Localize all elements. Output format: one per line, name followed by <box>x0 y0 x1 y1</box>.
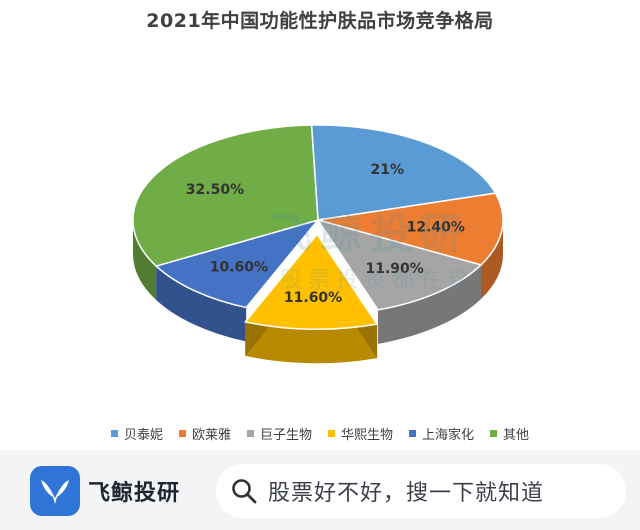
legend-swatch <box>110 430 118 437</box>
slice-label-3: 11.60% <box>284 290 342 306</box>
brand-logo[interactable]: 飞鲸投研 <box>30 466 180 516</box>
legend-swatch <box>490 430 498 437</box>
legend-label: 华熙生物 <box>341 428 394 443</box>
pie-side-4 <box>156 266 247 342</box>
pie-tops <box>132 124 504 331</box>
slice-label-0: 21% <box>371 162 405 178</box>
legend-label: 其他 <box>503 428 530 443</box>
legend-label: 上海家化 <box>422 428 475 443</box>
pie-slice-巨子生物 <box>316 218 483 311</box>
whale-tail-icon <box>30 466 80 516</box>
legend-item-3: 华熙生物 <box>328 424 393 443</box>
legend-item-1: 欧莱雅 <box>178 424 231 443</box>
chart-title: 2021年中国功能性护肤品市场竞争格局 <box>146 10 494 32</box>
pie-side-5 <box>133 220 157 301</box>
pie-slice-欧莱雅 <box>317 192 504 266</box>
legend-swatch <box>178 430 186 437</box>
pie-side-3 <box>245 321 378 364</box>
legend-item-2: 巨子生物 <box>246 424 312 443</box>
pie-slice-上海家化 <box>154 218 321 309</box>
legend-swatch <box>246 430 254 437</box>
legend-item-5: 其他 <box>490 424 529 443</box>
pie-side-1 <box>480 220 503 299</box>
legend-label: 欧莱雅 <box>191 428 231 443</box>
chart-legend: 贝泰妮 欧莱雅 巨子生物 华熙生物 上海家化 其他 <box>0 424 640 443</box>
slice-label-4: 10.60% <box>210 260 268 276</box>
slice-label-5: 32.50% <box>186 182 244 198</box>
legend-swatch <box>409 430 417 437</box>
pie-chart: 21% 12.40% 11.90% 11.60% 10.60% 32.50% <box>132 124 504 364</box>
search-bar[interactable]: 股票好不好，搜一下就知道 <box>216 464 626 518</box>
legend-label: 贝泰妮 <box>123 428 163 443</box>
legend-item-4: 上海家化 <box>409 424 474 443</box>
footer-banner: 飞鲸投研 股票好不好，搜一下就知道 <box>0 450 640 530</box>
pie-slice-贝泰妮 <box>310 124 497 221</box>
slice-label-1: 12.40% <box>407 219 465 235</box>
search-placeholder: 股票好不好，搜一下就知道 <box>268 481 545 506</box>
search-icon <box>232 479 257 504</box>
slice-label-2: 11.90% <box>365 261 423 277</box>
pie-labels: 21% 12.40% 11.90% 11.60% 10.60% 32.50% <box>186 162 465 306</box>
legend-label: 巨子生物 <box>259 428 312 443</box>
legend-item-0: 贝泰妮 <box>110 424 163 443</box>
pie-side-2 <box>377 264 481 344</box>
pie-slice-华熙生物 <box>243 233 379 331</box>
pie-slice-其他 <box>132 124 319 267</box>
legend-swatch <box>328 430 335 437</box>
brand-name: 飞鲸投研 <box>88 481 181 506</box>
